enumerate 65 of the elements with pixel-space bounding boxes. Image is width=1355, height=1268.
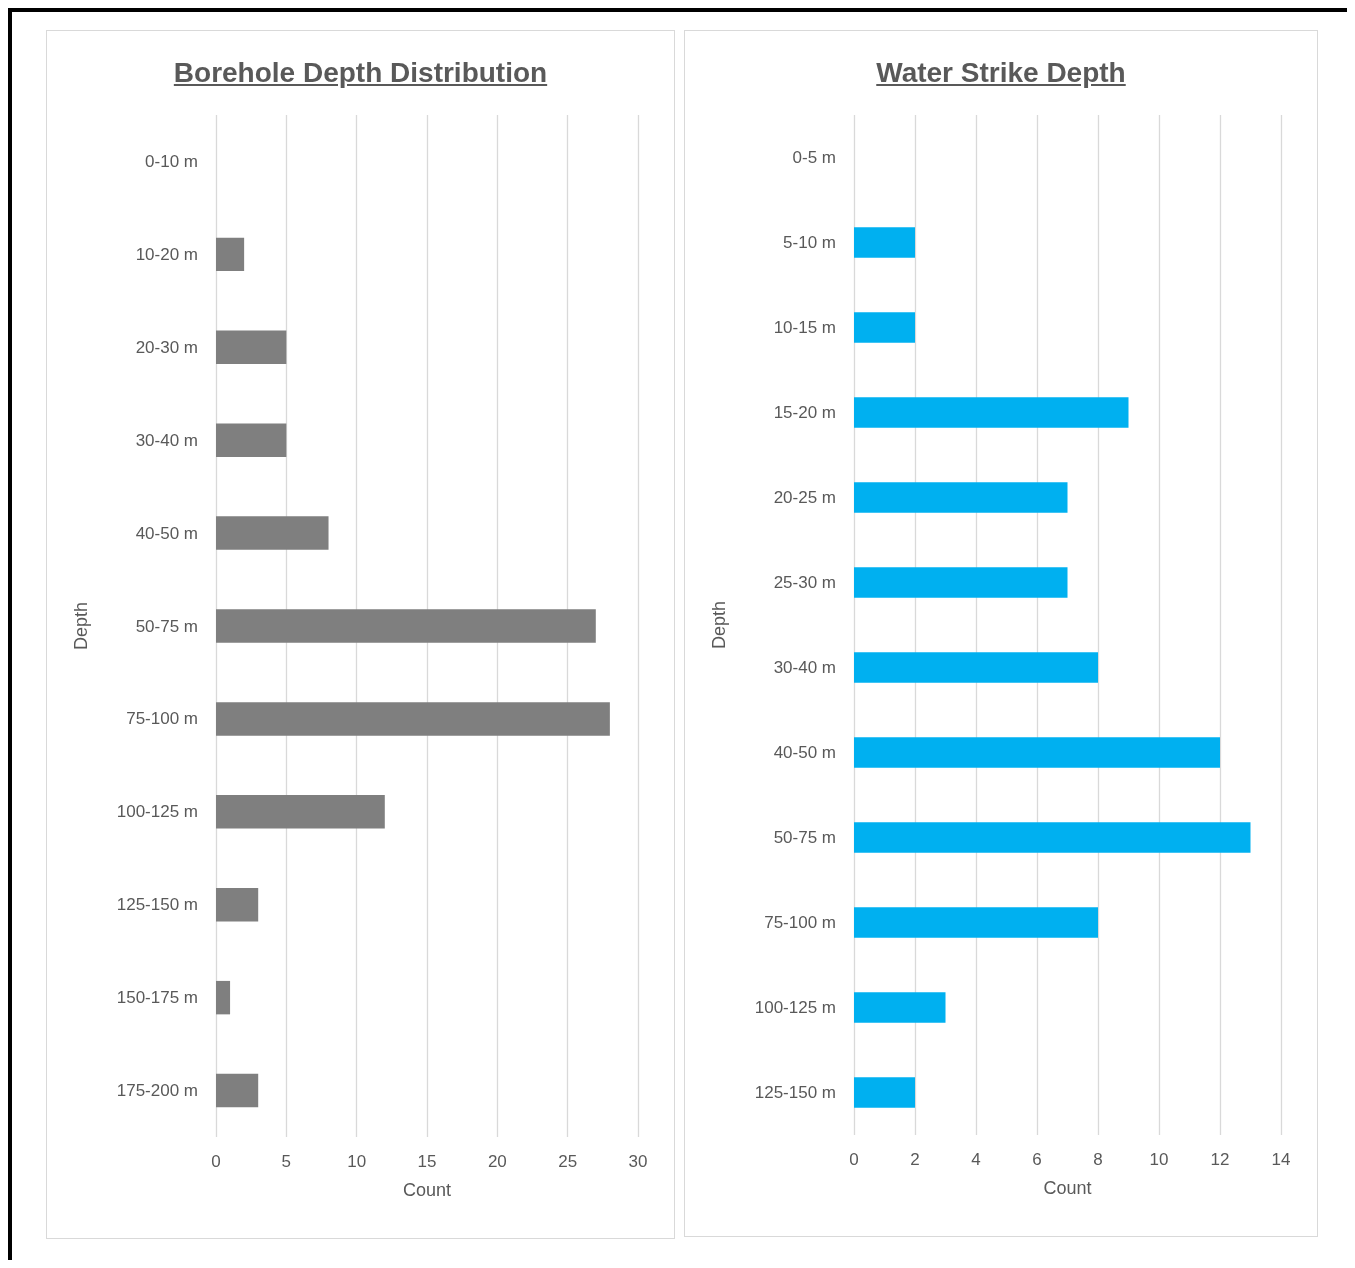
y-tick-label: 30-40 m [135, 430, 198, 450]
x-tick-label: 8 [1093, 1150, 1103, 1169]
y-axis-title: Depth [709, 600, 729, 650]
bar [854, 992, 946, 1023]
bar [216, 609, 596, 643]
y-tick-label: 25-30 m [773, 573, 836, 592]
x-tick-label: 12 [1210, 1150, 1230, 1169]
bar [854, 1077, 915, 1108]
x-tick-label: 0 [849, 1150, 859, 1169]
y-tick-label: 150-175 m [116, 988, 198, 1008]
chart-title: Borehole Depth Distribution [172, 57, 549, 89]
bar [854, 482, 1068, 513]
bar [216, 237, 245, 272]
x-axis-title: Count [402, 1180, 452, 1200]
y-tick-label: 75-100 m [764, 913, 836, 932]
bar [854, 227, 915, 258]
x-tick-label: 10 [347, 1152, 367, 1171]
x-tick-label: 4 [971, 1150, 981, 1169]
y-tick-label: 15-20 m [773, 403, 836, 422]
y-tick-label: 0-10 m [145, 151, 198, 171]
x-tick-label: 30 [628, 1152, 648, 1171]
y-tick-label: 75-100 m [126, 709, 198, 729]
y-tick-label: 20-30 m [135, 337, 198, 357]
y-tick-label: 125-150 m [116, 895, 198, 915]
x-tick-label: 2 [910, 1150, 920, 1169]
chart-title: Water Strike Depth [875, 57, 1127, 89]
bar [854, 737, 1220, 768]
x-tick-label: 10 [1149, 1150, 1169, 1169]
bar [216, 888, 259, 922]
y-tick-label: 100-125 m [116, 802, 198, 822]
bar [854, 567, 1068, 598]
y-tick-label: 50-75 m [773, 828, 836, 847]
y-axis-title: Depth [71, 601, 91, 651]
bar [216, 1073, 259, 1108]
bar [216, 516, 329, 550]
y-tick-label: 5-10 m [783, 233, 836, 252]
y-tick-label: 40-50 m [135, 523, 198, 543]
x-tick-label: 25 [558, 1152, 578, 1171]
x-tick-label: 5 [281, 1152, 292, 1171]
x-tick-label: 20 [487, 1152, 507, 1171]
y-tick-label: 10-20 m [135, 244, 198, 264]
bar [854, 397, 1129, 428]
x-tick-label: 15 [417, 1152, 437, 1171]
bar [216, 795, 385, 829]
x-axis-title: Count [1043, 1178, 1092, 1198]
bar [854, 822, 1251, 853]
bar [216, 330, 287, 364]
y-tick-label: 20-25 m [773, 488, 836, 507]
bar [854, 907, 1098, 938]
y-tick-label: 50-75 m [135, 616, 198, 636]
y-tick-label: 100-125 m [754, 998, 836, 1017]
bar [854, 652, 1098, 683]
bar [216, 980, 231, 1015]
y-tick-label: 40-50 m [773, 743, 836, 762]
bar [216, 423, 287, 457]
bar [854, 312, 915, 343]
y-tick-label: 10-15 m [773, 318, 836, 337]
x-tick-label: 14 [1271, 1150, 1291, 1169]
y-tick-label: 0-5 m [792, 148, 836, 167]
x-tick-label: 6 [1032, 1150, 1042, 1169]
y-tick-label: 125-150 m [754, 1083, 836, 1102]
y-tick-label: 30-40 m [773, 658, 836, 677]
bar [216, 702, 610, 736]
x-tick-label: 0 [211, 1152, 221, 1171]
y-tick-label: 175-200 m [116, 1081, 198, 1101]
